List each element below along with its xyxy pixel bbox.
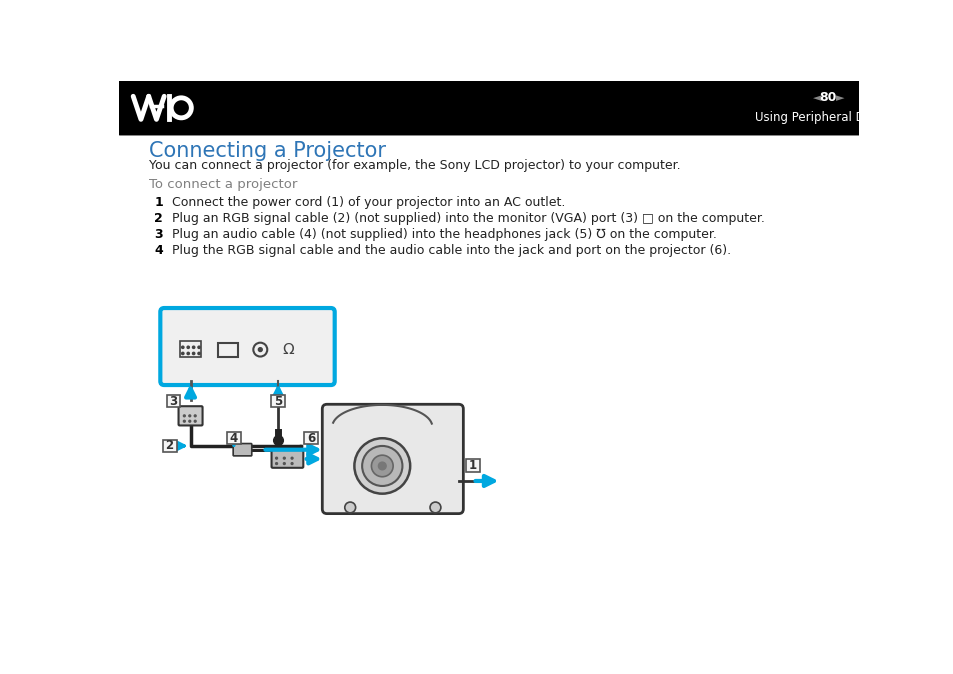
Text: Plug the RGB signal cable and the audio cable into the jack and port on the proj: Plug the RGB signal cable and the audio …	[172, 244, 730, 257]
Bar	[271, 395, 285, 407]
Text: 3: 3	[170, 395, 177, 408]
Text: 4: 4	[154, 244, 163, 257]
Circle shape	[193, 353, 194, 355]
Text: ►: ►	[835, 93, 843, 103]
FancyBboxPatch shape	[322, 404, 463, 514]
Text: 2: 2	[166, 439, 173, 452]
Bar	[304, 432, 318, 444]
Text: Plug an audio cable (4) (not supplied) into the headphones jack (5) ℧ on the com: Plug an audio cable (4) (not supplied) i…	[172, 228, 716, 241]
Circle shape	[194, 421, 196, 422]
Text: 2: 2	[154, 212, 163, 225]
Text: ◄: ◄	[812, 93, 821, 103]
Circle shape	[181, 353, 184, 355]
FancyBboxPatch shape	[160, 308, 335, 385]
Circle shape	[378, 462, 386, 470]
Bar	[167, 395, 180, 407]
FancyBboxPatch shape	[272, 450, 303, 468]
Text: 1: 1	[154, 195, 163, 209]
Circle shape	[283, 457, 285, 459]
Circle shape	[291, 462, 293, 464]
FancyBboxPatch shape	[178, 406, 202, 425]
Bar	[119, 81, 858, 135]
Text: Plug an RGB signal cable (2) (not supplied) into the monitor (VGA) port (3) □ on: Plug an RGB signal cable (2) (not suppli…	[172, 212, 764, 225]
Circle shape	[189, 415, 191, 417]
Text: To connect a projector: To connect a projector	[149, 178, 296, 191]
Circle shape	[253, 342, 267, 357]
Circle shape	[291, 457, 293, 459]
Bar	[217, 342, 237, 357]
Circle shape	[197, 353, 200, 355]
Bar	[162, 439, 176, 452]
Text: 80: 80	[819, 91, 836, 104]
Text: Ω: Ω	[282, 342, 294, 357]
Text: Connecting a Projector: Connecting a Projector	[149, 141, 385, 161]
Circle shape	[344, 502, 355, 513]
Bar	[227, 432, 241, 444]
Circle shape	[171, 98, 192, 118]
Text: Using Peripheral Devices: Using Peripheral Devices	[754, 111, 901, 124]
Text: 1: 1	[468, 459, 476, 472]
Circle shape	[187, 353, 190, 355]
Circle shape	[275, 462, 277, 464]
Circle shape	[183, 421, 185, 422]
Circle shape	[193, 346, 194, 348]
Text: 3: 3	[154, 228, 163, 241]
Text: 4: 4	[230, 431, 238, 445]
Text: You can connect a projector (for example, the Sony LCD projector) to your comput: You can connect a projector (for example…	[149, 160, 679, 173]
Text: Connect the power cord (1) of your projector into an AC outlet.: Connect the power cord (1) of your proje…	[172, 195, 565, 209]
Text: 5: 5	[274, 395, 282, 408]
Circle shape	[197, 346, 200, 348]
Circle shape	[354, 438, 410, 493]
Circle shape	[189, 421, 191, 422]
Circle shape	[430, 502, 440, 513]
Circle shape	[362, 446, 402, 486]
Bar	[179, 341, 201, 357]
Circle shape	[194, 415, 196, 417]
Circle shape	[187, 346, 190, 348]
Bar	[465, 460, 479, 472]
FancyBboxPatch shape	[233, 443, 252, 456]
Circle shape	[258, 348, 262, 352]
Circle shape	[181, 346, 184, 348]
Circle shape	[183, 415, 185, 417]
Circle shape	[275, 457, 277, 459]
Text: 6: 6	[307, 431, 315, 445]
Circle shape	[371, 455, 393, 477]
Circle shape	[283, 462, 285, 464]
